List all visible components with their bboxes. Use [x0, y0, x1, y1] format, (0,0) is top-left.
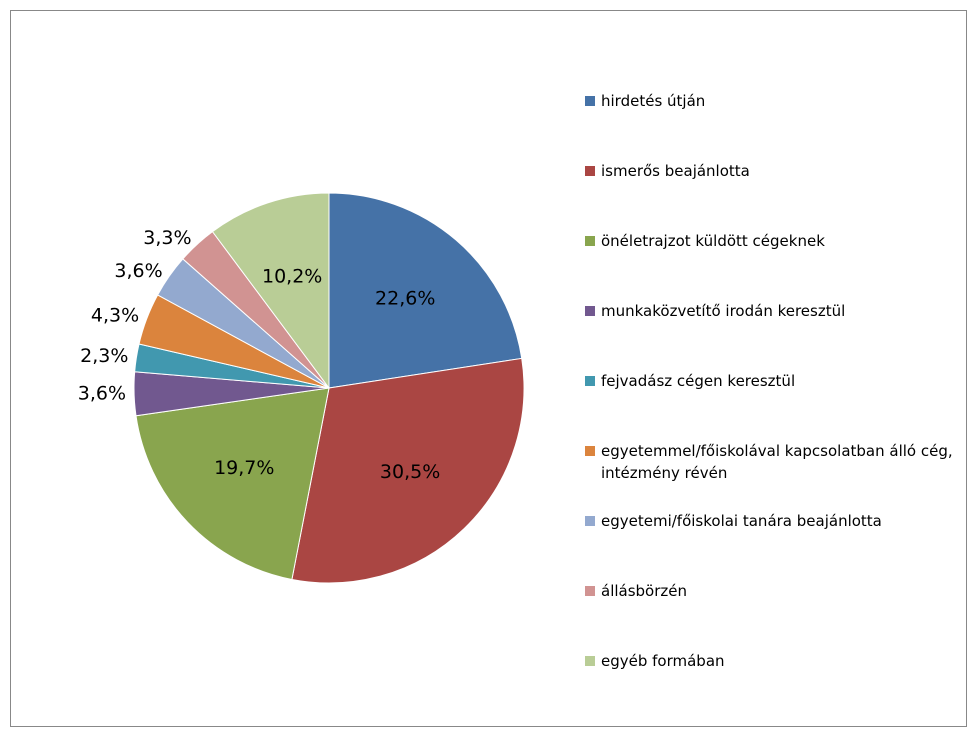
- frame: [10, 10, 967, 727]
- pie-slice: [135, 387, 330, 581]
- data-label: 3,6%: [78, 383, 126, 405]
- legend-swatch: [585, 516, 595, 526]
- legend-item: egyetemi/főiskolai tanára beajánlotta: [585, 510, 961, 532]
- data-label: 2,3%: [80, 345, 128, 367]
- data-label: 4,3%: [91, 305, 139, 327]
- data-label: 30,5%: [380, 461, 440, 483]
- pie-slice: [211, 192, 330, 390]
- legend-item: egyetemmel/főiskolával kapcsolatban álló…: [585, 440, 961, 484]
- legend-item: egyéb formában: [585, 650, 961, 672]
- legend-swatch: [585, 656, 595, 666]
- data-label: 10,2%: [262, 265, 322, 287]
- legend-label: önéletrajzot küldött cégeknek: [601, 232, 825, 250]
- legend-swatch: [585, 446, 595, 456]
- data-label: 3,3%: [143, 227, 191, 249]
- legend-swatch: [585, 236, 595, 246]
- legend-label: egyetemmel/főiskolával kapcsolatban álló…: [601, 442, 953, 482]
- legend-label: állásbörzén: [601, 582, 688, 600]
- legend-label: munkaközvetítő irodán keresztül: [601, 302, 846, 320]
- legend-swatch: [585, 376, 595, 386]
- legend-item: ismerős beajánlotta: [585, 160, 961, 182]
- data-label: 3,6%: [114, 260, 162, 282]
- data-label: 19,7%: [214, 457, 274, 479]
- legend-item: önéletrajzot küldött cégeknek: [585, 230, 961, 252]
- legend-swatch: [585, 96, 595, 106]
- data-label: 22,6%: [375, 288, 435, 310]
- legend-swatch: [585, 586, 595, 596]
- legend-item: hirdetés útján: [585, 90, 961, 112]
- legend-label: hirdetés útján: [601, 92, 706, 110]
- pie-slice: [328, 192, 523, 389]
- legend-label: fejvadász cégen keresztül: [601, 372, 796, 390]
- legend-label: egyetemi/főiskolai tanára beajánlotta: [601, 512, 882, 530]
- legend-item: fejvadász cégen keresztül: [585, 370, 961, 392]
- legend-label: egyéb formában: [601, 652, 725, 670]
- legend-item: állásbörzén: [585, 580, 961, 602]
- pie-slice: [291, 357, 525, 584]
- legend-swatch: [585, 166, 595, 176]
- legend-item: munkaközvetítő irodán keresztül: [585, 300, 961, 322]
- legend-label: ismerős beajánlotta: [601, 162, 750, 180]
- legend-swatch: [585, 306, 595, 316]
